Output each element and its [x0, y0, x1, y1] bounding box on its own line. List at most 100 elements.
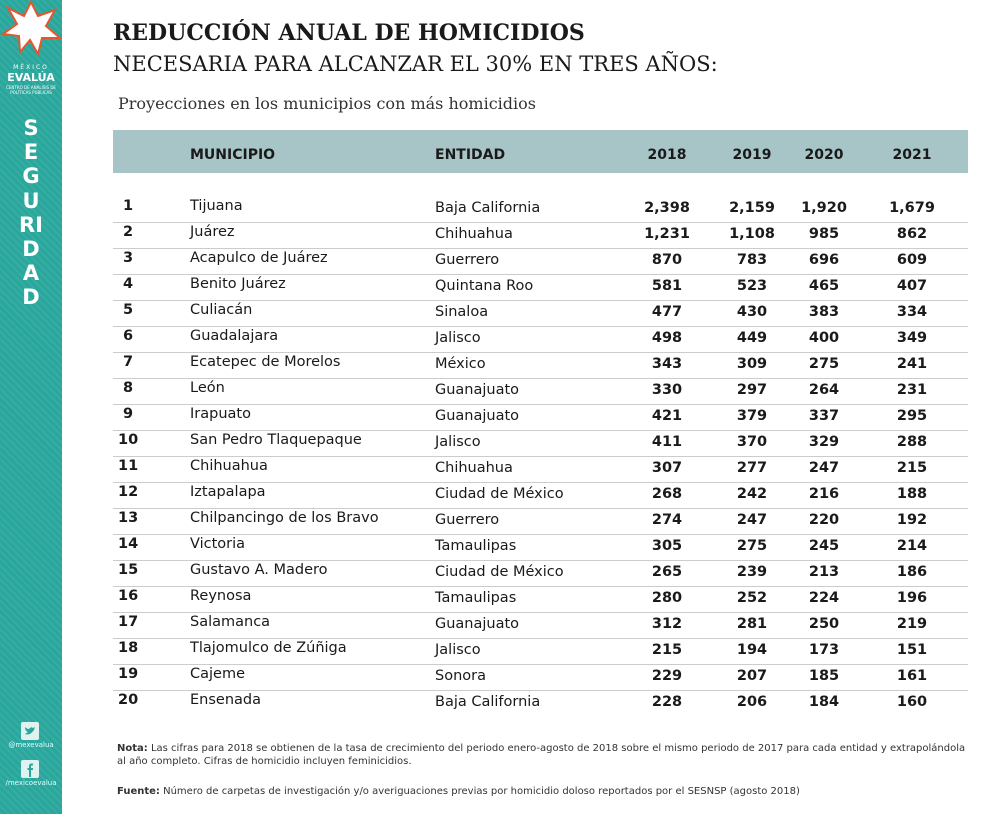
value: 239: [736, 564, 768, 580]
entidad: Tamaulipas: [435, 538, 517, 554]
value: 214: [896, 538, 928, 554]
value: 1,231: [644, 226, 690, 242]
row-rule: [113, 352, 968, 353]
value: 349: [896, 330, 928, 346]
entidad: Guerrero: [435, 512, 500, 528]
value: 228: [651, 694, 683, 710]
value: 241: [896, 356, 928, 372]
row-rule: [113, 404, 968, 405]
brand-sub: CENTRO DE ANÁLISIS DE POLÍTICAS PÚBLICAS: [6, 85, 56, 95]
value: 370: [736, 434, 768, 450]
value: 275: [808, 356, 840, 372]
note-label: Nota:: [117, 743, 148, 754]
value: 192: [896, 512, 928, 528]
value: 985: [808, 226, 840, 242]
column-header: ENTIDAD: [435, 147, 506, 163]
value: 280: [651, 590, 683, 606]
source-text: Número de carpetas de investigación y/o …: [163, 786, 800, 797]
source: Fuente: Número de carpetas de investigac…: [117, 785, 967, 798]
rank: 19: [118, 666, 139, 682]
entidad: Sonora: [435, 668, 486, 684]
column-header: MUNICIPIO: [190, 147, 276, 163]
row-rule: [113, 456, 968, 457]
entidad: Ciudad de México: [435, 486, 564, 502]
value: 337: [808, 408, 840, 424]
value: 216: [808, 486, 840, 502]
value: 330: [651, 382, 683, 398]
rank: 2: [122, 224, 134, 240]
entidad: Guanajuato: [435, 408, 520, 424]
value: 870: [651, 252, 683, 268]
column-header: 2020: [804, 147, 844, 163]
rank: 9: [122, 406, 134, 422]
value: 215: [896, 460, 928, 476]
value: 185: [808, 668, 840, 684]
row-rule: [113, 300, 968, 301]
entidad: Jalisco: [435, 434, 481, 450]
value: 309: [736, 356, 768, 372]
entidad: Chihuahua: [435, 460, 513, 476]
entidad: Guerrero: [435, 252, 500, 268]
value: 274: [651, 512, 683, 528]
entidad: Tamaulipas: [435, 590, 517, 606]
value: 343: [651, 356, 683, 372]
row-rule: [113, 560, 968, 561]
value: 247: [736, 512, 768, 528]
municipio: Acapulco de Juárez: [190, 250, 328, 266]
value: 581: [651, 278, 683, 294]
entidad: Jalisco: [435, 330, 481, 346]
row-rule: [113, 664, 968, 665]
value: 297: [736, 382, 768, 398]
entidad: Jalisco: [435, 642, 481, 658]
row-rule: [113, 638, 968, 639]
entidad: Guanajuato: [435, 616, 520, 632]
rank: 4: [122, 276, 134, 292]
value: 275: [736, 538, 768, 554]
value: 334: [896, 304, 928, 320]
row-rule: [113, 482, 968, 483]
value: 206: [736, 694, 768, 710]
value: 265: [651, 564, 683, 580]
row-rule: [113, 274, 968, 275]
value: 194: [736, 642, 768, 658]
value: 207: [736, 668, 768, 684]
row-rule: [113, 222, 968, 223]
row-rule: [113, 248, 968, 249]
municipio: Ensenada: [190, 692, 261, 708]
value: 173: [808, 642, 840, 658]
value: 160: [896, 694, 928, 710]
note: Nota: Las cifras para 2018 se obtienen d…: [117, 742, 967, 768]
table-header-band: [113, 130, 968, 173]
twitter-icon: [21, 722, 39, 740]
municipio: Cajeme: [190, 666, 246, 682]
rank: 18: [118, 640, 139, 656]
value: 229: [651, 668, 683, 684]
value: 421: [651, 408, 683, 424]
value: 411: [651, 434, 683, 450]
value: 1,108: [729, 226, 775, 242]
value: 213: [808, 564, 840, 580]
rank: 5: [122, 302, 134, 318]
municipio: León: [190, 380, 225, 396]
entidad: Ciudad de México: [435, 564, 564, 580]
logo-star: [0, 0, 62, 56]
rank: 7: [122, 354, 134, 370]
value: 242: [736, 486, 768, 502]
rank: 6: [122, 328, 134, 344]
value: 783: [736, 252, 768, 268]
row-rule: [113, 378, 968, 379]
municipio: Tijuana: [190, 198, 243, 214]
entidad: Baja California: [435, 200, 541, 216]
value: 400: [808, 330, 840, 346]
value: 477: [651, 304, 683, 320]
municipio: Gustavo A. Madero: [190, 562, 328, 578]
value: 288: [896, 434, 928, 450]
value: 383: [808, 304, 840, 320]
row-rule: [113, 586, 968, 587]
value: 523: [736, 278, 768, 294]
municipio: Reynosa: [190, 588, 252, 604]
value: 430: [736, 304, 768, 320]
value: 465: [808, 278, 840, 294]
value: 247: [808, 460, 840, 476]
caption: Proyecciones en los municipios con más h…: [118, 94, 536, 113]
